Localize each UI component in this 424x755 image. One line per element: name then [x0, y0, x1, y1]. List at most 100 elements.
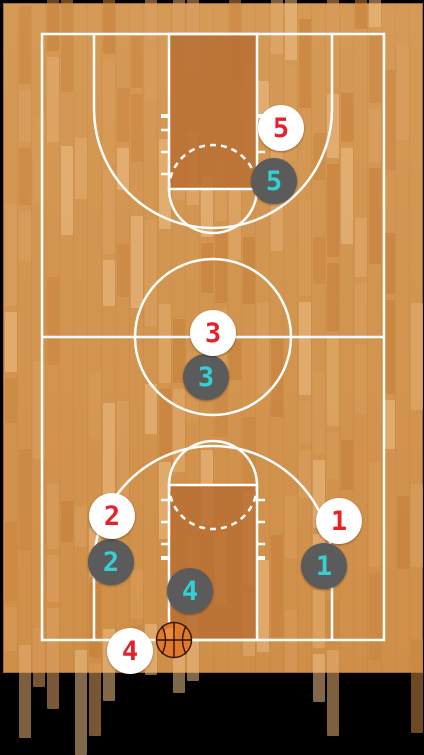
- top-free-throw-arc-solid: [167, 188, 259, 235]
- wood-plank: [159, 304, 171, 384]
- top-free-throw-arc-dashed: [167, 143, 259, 190]
- defender-2-token[interactable]: 2: [88, 539, 134, 585]
- bottom-free-throw-arc-solid: [167, 439, 259, 486]
- bottom-free-throw-arc-dashed: [167, 484, 259, 531]
- wood-plank: [327, 164, 339, 258]
- wood-plank: [47, 484, 59, 550]
- wood-plank: [313, 371, 325, 454]
- basketball-icon[interactable]: [155, 621, 193, 659]
- wood-plank: [257, 302, 269, 394]
- wood-plank: [369, 572, 381, 661]
- wood-plank: [299, 199, 311, 297]
- offense-2-token[interactable]: 2: [89, 493, 135, 539]
- wood-plank: [383, 233, 395, 294]
- wood-plank: [201, 175, 213, 237]
- offense-5-token[interactable]: 5: [258, 105, 304, 151]
- wood-plank: [369, 32, 381, 103]
- wood-plank: [47, 277, 59, 366]
- defender-5-token[interactable]: 5: [251, 158, 297, 204]
- wood-plank: [159, 389, 171, 457]
- wood-plank: [327, 336, 339, 427]
- wood-plank: [103, 260, 115, 306]
- wood-plank: [5, 311, 17, 372]
- offense-4-token[interactable]: 4: [107, 628, 153, 674]
- play-diagram-app: 5 3 2 4 1 5 3 2 1 4: [3, 0, 423, 755]
- wood-plank: [299, 302, 311, 395]
- wood-plank: [215, 226, 227, 303]
- defender-label: 3: [197, 361, 215, 393]
- wood-plank: [173, 318, 185, 384]
- wood-plank: [117, 88, 129, 143]
- defender-label: 2: [102, 546, 120, 578]
- wood-plank: [131, 93, 143, 162]
- top-paint: [169, 34, 257, 189]
- wood-plank: [411, 484, 423, 568]
- wood-plank: [103, 403, 115, 496]
- wood-plank: [19, 90, 31, 143]
- wood-plank: [299, 18, 311, 109]
- wood-plank: [145, 384, 157, 434]
- wood-plank: [397, 45, 409, 140]
- wood-plank: [271, 337, 283, 417]
- wood-plank: [285, 495, 297, 558]
- defender-label: 1: [315, 550, 333, 582]
- offense-label: 2: [103, 500, 121, 532]
- wood-plank: [61, 145, 73, 236]
- wood-plank: [47, 0, 59, 51]
- wood-plank: [5, 377, 17, 424]
- wood-plank: [47, 56, 59, 142]
- offense-label: 4: [121, 635, 139, 667]
- defender-label: 5: [265, 165, 283, 197]
- wood-plank: [89, 372, 101, 440]
- wood-plank: [243, 237, 255, 305]
- wood-plank: [383, 400, 395, 450]
- basketball-court: 5 3 2 4 1 5 3 2 1 4: [3, 0, 423, 755]
- wood-plank: [19, 210, 31, 262]
- defender-4-token[interactable]: 4: [167, 568, 213, 614]
- wood-plank: [341, 440, 353, 490]
- top-three-point-line: [92, 34, 334, 230]
- defender-3-token[interactable]: 3: [183, 354, 229, 400]
- wood-plank: [145, 0, 157, 40]
- wood-plank: [327, 93, 339, 159]
- wood-plank: [75, 505, 87, 547]
- wood-plank: [19, 5, 31, 85]
- court-lines: [40, 32, 386, 642]
- center-circle: [133, 257, 293, 417]
- wood-plank: [103, 169, 115, 255]
- bottom-paint: [169, 485, 257, 640]
- wood-plank: [201, 242, 213, 293]
- wood-plank: [173, 0, 185, 42]
- wood-plank: [369, 167, 381, 265]
- wood-plank: [355, 283, 367, 340]
- wood-plank: [411, 303, 423, 410]
- wood-plank: [131, 570, 143, 620]
- wood-plank: [19, 448, 31, 551]
- wood-plank: [131, 215, 143, 308]
- wood-plank: [33, 627, 45, 687]
- wood-plank: [341, 147, 353, 244]
- wood-plank: [117, 244, 129, 297]
- wood-plank: [369, 461, 381, 567]
- bottom-lane: [167, 483, 259, 642]
- wood-plank: [229, 339, 241, 380]
- defender-1-token[interactable]: 1: [301, 543, 347, 589]
- wood-plank: [5, 522, 17, 602]
- wood-plank: [145, 219, 157, 327]
- wood-plank: [145, 45, 157, 102]
- wood-plank: [327, 263, 339, 331]
- wood-plank: [103, 59, 115, 164]
- wood-plank: [257, 559, 269, 653]
- wood-plank: [327, 432, 339, 479]
- wood-plank: [117, 400, 129, 505]
- wood-plank: [5, 607, 17, 651]
- defender-label: 4: [181, 575, 199, 607]
- wood-plank: [19, 148, 31, 205]
- wood-plank: [61, 0, 73, 93]
- wood-plank: [103, 0, 115, 54]
- offense-1-token[interactable]: 1: [316, 498, 362, 544]
- wood-plank: [369, 108, 381, 162]
- wood-plank: [285, 0, 297, 60]
- wood-plank: [131, 36, 143, 88]
- offense-3-token[interactable]: 3: [190, 310, 236, 356]
